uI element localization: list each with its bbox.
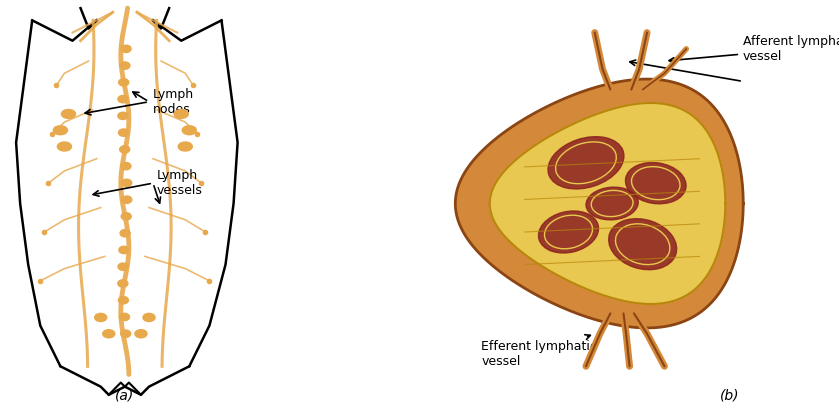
Ellipse shape [95,313,107,322]
Ellipse shape [121,213,131,220]
Ellipse shape [121,330,131,337]
Ellipse shape [122,196,132,204]
Text: Afferent lymphatic
vessel: Afferent lymphatic vessel [670,35,839,63]
Ellipse shape [117,112,128,120]
Text: (a): (a) [115,389,134,403]
Ellipse shape [120,146,130,153]
Ellipse shape [61,109,76,118]
Text: Efferent lymphatic
vessel: Efferent lymphatic vessel [482,335,597,368]
Ellipse shape [548,137,624,189]
Ellipse shape [119,313,129,321]
Polygon shape [456,79,743,328]
Ellipse shape [118,263,128,270]
Ellipse shape [118,96,128,103]
Ellipse shape [175,109,188,118]
Ellipse shape [178,142,192,151]
Ellipse shape [118,129,128,136]
Ellipse shape [122,179,132,186]
Polygon shape [490,103,726,304]
Ellipse shape [121,162,131,170]
Text: Lymph
vessels: Lymph vessels [157,169,203,197]
Ellipse shape [57,142,71,151]
Text: Lymph
nodes: Lymph nodes [153,88,194,116]
Ellipse shape [586,187,638,220]
Ellipse shape [135,330,147,338]
Ellipse shape [625,162,686,204]
Text: (b): (b) [720,389,740,403]
Ellipse shape [118,79,128,86]
Ellipse shape [54,126,67,135]
Ellipse shape [121,45,131,53]
Ellipse shape [608,219,677,270]
Ellipse shape [117,280,128,287]
Ellipse shape [120,230,130,237]
Ellipse shape [182,126,196,135]
Ellipse shape [119,246,129,254]
Ellipse shape [539,211,598,253]
Ellipse shape [120,62,130,69]
Ellipse shape [143,313,155,322]
Ellipse shape [102,330,115,338]
Ellipse shape [118,297,128,304]
